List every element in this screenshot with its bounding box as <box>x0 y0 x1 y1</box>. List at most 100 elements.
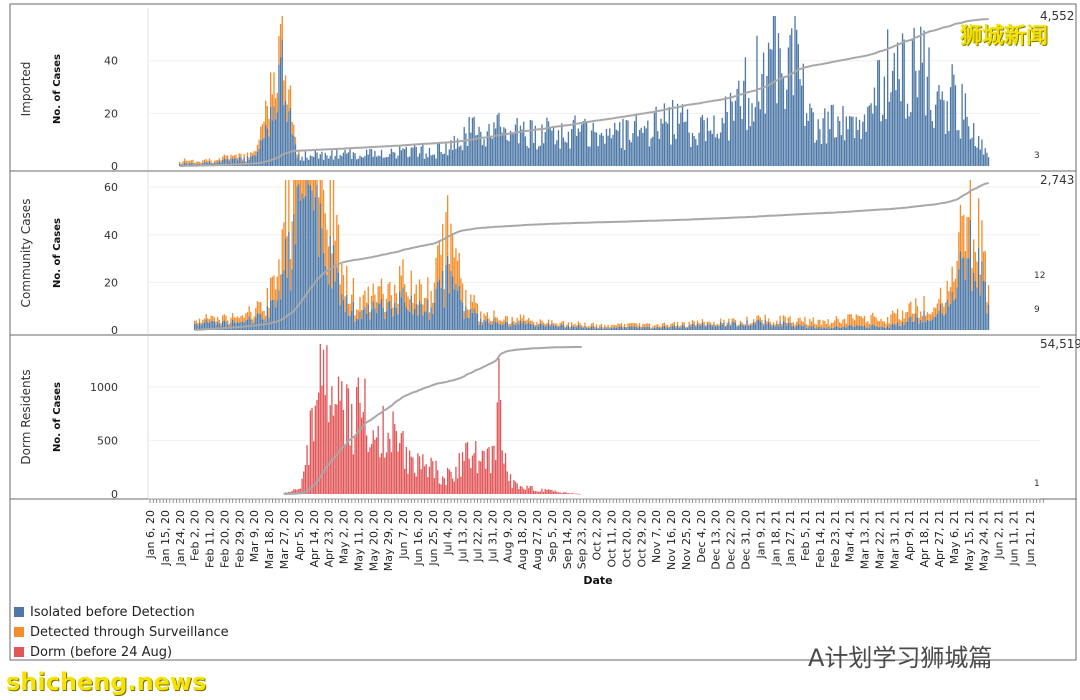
daily-bar <box>456 478 459 494</box>
daily-bar <box>564 141 566 166</box>
daily-bar <box>442 476 444 494</box>
daily-bar <box>324 152 326 166</box>
daily-bar <box>987 285 990 305</box>
daily-bar <box>805 327 808 330</box>
daily-bar <box>309 185 312 330</box>
daily-bar <box>394 284 396 303</box>
daily-bar <box>222 159 224 166</box>
daily-bar <box>273 72 275 107</box>
daily-bar <box>835 137 838 166</box>
daily-bar <box>906 103 909 166</box>
daily-bar <box>792 322 795 326</box>
daily-bar <box>723 319 725 323</box>
daily-bar <box>437 245 439 282</box>
daily-bar <box>198 318 201 323</box>
daily-bar <box>524 320 527 325</box>
daily-bar <box>433 478 436 494</box>
daily-bar <box>878 321 881 328</box>
daily-bar <box>523 488 525 494</box>
daily-bar <box>241 159 244 162</box>
daily-bar <box>931 312 933 320</box>
daily-bar <box>708 130 710 166</box>
daily-bar <box>531 320 533 325</box>
daily-bar <box>455 283 457 330</box>
daily-bar <box>504 316 507 322</box>
daily-bar <box>877 326 879 330</box>
daily-bar <box>294 180 297 245</box>
daily-bar <box>210 315 212 321</box>
daily-bar <box>372 283 374 302</box>
daily-bar <box>514 322 517 326</box>
daily-bar <box>428 312 431 320</box>
daily-bar <box>213 317 216 322</box>
daily-bar <box>946 280 948 300</box>
daily-bar <box>365 313 368 330</box>
x-tick-label: Mar 27, 20 <box>278 510 291 569</box>
daily-bar <box>703 324 705 330</box>
daily-bar <box>498 358 500 494</box>
daily-bar <box>693 321 695 325</box>
daily-bar <box>428 466 431 494</box>
daily-bar <box>714 326 717 330</box>
daily-bar <box>853 138 856 166</box>
daily-bar <box>336 148 338 166</box>
daily-bar <box>354 315 356 323</box>
daily-bar <box>930 320 932 330</box>
daily-bar <box>627 323 629 327</box>
daily-bar <box>321 385 323 494</box>
daily-bar <box>971 137 973 166</box>
daily-bar <box>326 155 328 166</box>
daily-bar <box>906 321 909 330</box>
daily-bar <box>450 140 452 166</box>
daily-bar <box>719 318 722 322</box>
daily-bar <box>509 130 512 166</box>
daily-bar <box>268 118 270 137</box>
daily-bar <box>690 326 692 330</box>
daily-bar <box>949 287 952 304</box>
daily-bar <box>519 320 522 330</box>
daily-bar <box>956 287 958 330</box>
daily-bar <box>215 162 217 166</box>
daily-bar <box>721 117 723 166</box>
daily-bar <box>471 312 474 330</box>
daily-bar <box>319 344 321 494</box>
daily-bar <box>245 313 247 321</box>
daily-bar <box>691 323 694 330</box>
daily-bar <box>673 325 675 330</box>
daily-bar <box>539 145 541 166</box>
daily-bar <box>764 314 766 320</box>
daily-bar <box>820 328 823 330</box>
daily-bar <box>182 163 184 166</box>
x-tick-label: Jan 27, 21 <box>784 510 797 566</box>
daily-bar <box>430 457 432 494</box>
daily-bar <box>331 386 333 494</box>
daily-bar <box>471 117 474 166</box>
daily-bar <box>523 315 525 321</box>
daily-bar <box>925 321 927 330</box>
daily-bar <box>928 47 930 166</box>
daily-bar <box>855 314 857 326</box>
daily-bar <box>533 142 535 166</box>
daily-bar <box>915 313 917 330</box>
daily-bar <box>433 282 436 303</box>
daily-bar <box>286 236 288 278</box>
daily-bar <box>415 146 417 166</box>
daily-bar <box>423 466 426 494</box>
daily-bar <box>594 326 596 329</box>
daily-bar <box>860 139 862 166</box>
daily-bar <box>547 489 550 494</box>
daily-bar <box>279 274 282 300</box>
chart-legend: Isolated before Detection Detected throu… <box>14 602 229 662</box>
daily-bar <box>562 492 565 494</box>
daily-bar <box>739 106 742 166</box>
daily-bar <box>397 303 399 315</box>
daily-bar <box>501 324 503 330</box>
daily-bar <box>460 476 462 494</box>
daily-bar <box>757 319 760 330</box>
daily-bar <box>736 88 738 166</box>
daily-bar <box>804 125 806 166</box>
daily-bar <box>905 312 907 323</box>
daily-bar <box>427 277 429 300</box>
daily-bar <box>787 323 790 330</box>
daily-bar <box>418 279 421 301</box>
